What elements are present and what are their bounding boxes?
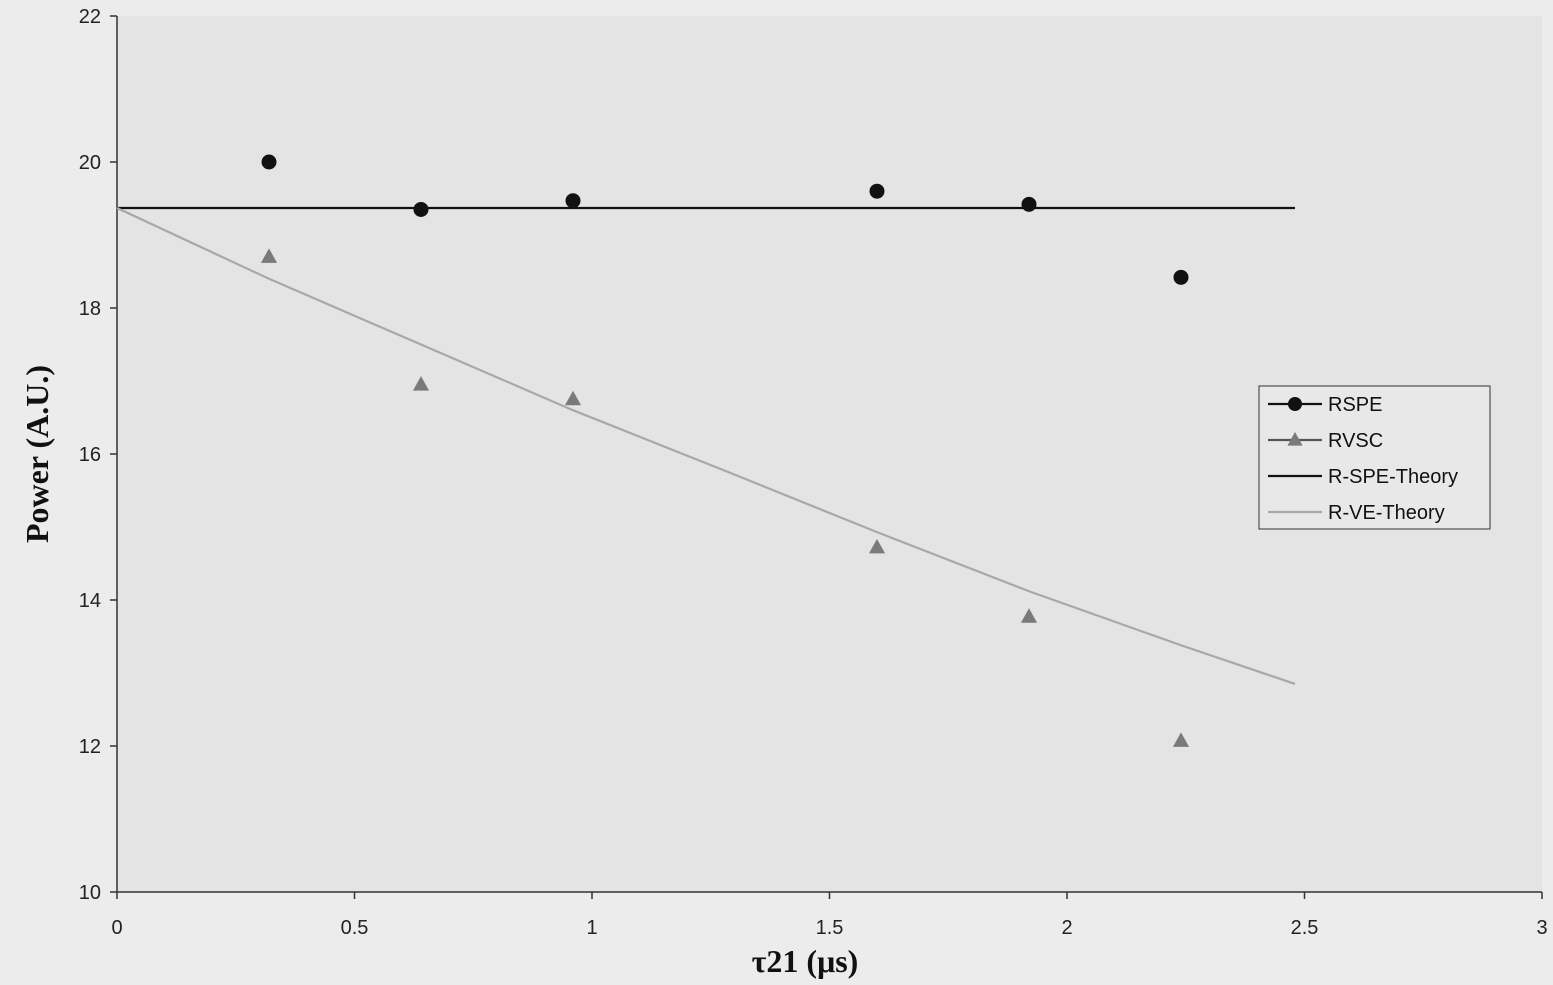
- y-axis-title: Power (A.U.): [19, 365, 55, 543]
- y-tick-label: 10: [79, 882, 101, 904]
- y-tick-label: 16: [79, 444, 101, 466]
- point-RVSC: [412, 376, 430, 391]
- point-RVSC: [868, 538, 886, 554]
- x-tick-label: 2: [1061, 917, 1072, 939]
- point-RSPE: [1021, 196, 1037, 212]
- legend: RSPE RVSC R-SPE-Theory R-VE-Theory: [1258, 385, 1491, 530]
- point-RSPE: [1173, 269, 1189, 285]
- point-RSPE: [565, 193, 581, 209]
- point-RSPE: [869, 183, 885, 199]
- x-tick-label: 2.5: [1291, 917, 1319, 939]
- y-tick-label: 20: [79, 152, 101, 174]
- point-RVSC: [260, 248, 278, 263]
- point-RSPE: [413, 201, 429, 217]
- point-RSPE: [261, 154, 277, 170]
- y-tick-label: 22: [79, 6, 101, 28]
- y-tick-label: 12: [79, 736, 101, 758]
- series-line-R-VE-Theory: [116, 206, 1296, 685]
- legend-marker-triangle: [1287, 432, 1303, 446]
- y-tick-label: 14: [79, 590, 101, 612]
- point-RVSC: [1172, 732, 1190, 747]
- x-tick-label: 1.5: [816, 917, 844, 939]
- x-axis: 0 0.5 1 1.5 2 2.5 3: [111, 892, 1548, 939]
- y-tick-label: 18: [79, 298, 101, 320]
- point-RVSC: [1020, 608, 1038, 623]
- x-tick-label: 0.5: [341, 917, 369, 939]
- x-tick-label: 0: [111, 917, 122, 939]
- legend-marker-circle: [1288, 397, 1302, 411]
- legend-label: RVSC: [1328, 430, 1383, 452]
- series-layer: [116, 154, 1296, 747]
- legend-label: RSPE: [1328, 394, 1382, 416]
- x-axis-title: τ21 (μs): [752, 943, 859, 979]
- x-tick-label: 3: [1536, 917, 1547, 939]
- legend-label: R-SPE-Theory: [1328, 466, 1458, 488]
- legend-label: R-VE-Theory: [1328, 502, 1445, 524]
- x-tick-label: 1: [586, 917, 597, 939]
- y-axis: 10 12 14 16 18 20 22: [79, 6, 117, 904]
- point-RVSC: [564, 390, 582, 406]
